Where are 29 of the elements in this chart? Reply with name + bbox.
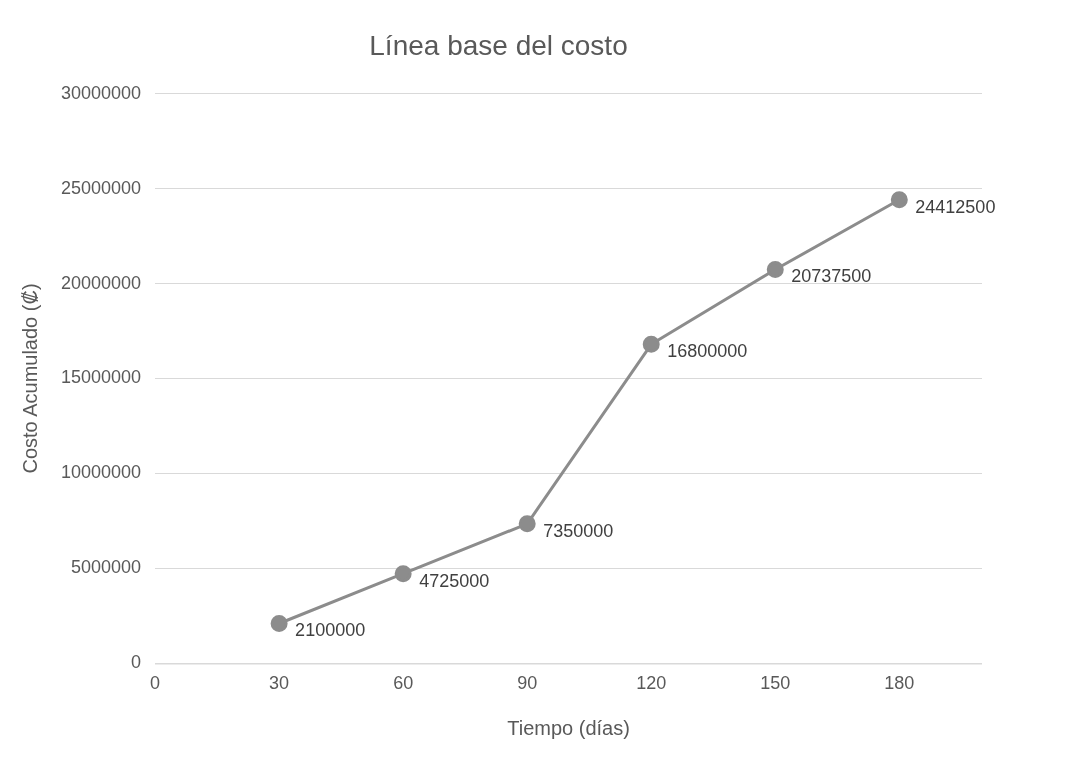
data-label: 7350000 [543, 520, 614, 541]
y-tick-label: 25000000 [60, 177, 142, 198]
data-label: 20737500 [791, 266, 872, 287]
y-tick-label: 15000000 [60, 367, 142, 388]
x-tick-label: 90 [517, 673, 538, 694]
x-tick-label: 0 [150, 673, 161, 694]
point [890, 191, 908, 209]
y-tick-label: 20000000 [60, 272, 142, 293]
y-tick-label: 10000000 [60, 462, 142, 483]
point [642, 335, 660, 353]
point [766, 261, 784, 279]
x-tick-label: 60 [393, 673, 414, 694]
y-tick-label: 30000000 [60, 82, 142, 103]
y-axis-title: Costo Acumulado (₡) [18, 283, 41, 474]
x-tick-label: 150 [760, 673, 791, 694]
point [518, 515, 536, 533]
data-label: 2100000 [295, 620, 366, 641]
x-tick-label: 120 [636, 673, 667, 694]
point [270, 615, 288, 633]
y-tick-label: 5000000 [71, 557, 142, 578]
chart-title: Línea base del costo [369, 29, 628, 61]
x-tick-label: 180 [884, 673, 915, 694]
x-tick-label: 30 [269, 673, 290, 694]
data-label: 4725000 [419, 570, 490, 591]
x-axis-title: Tiempo (días) [507, 716, 630, 739]
data-label: 16800000 [667, 341, 748, 362]
point [394, 565, 412, 583]
data-label: 24412500 [915, 196, 996, 217]
y-tick-label: 0 [131, 652, 142, 673]
